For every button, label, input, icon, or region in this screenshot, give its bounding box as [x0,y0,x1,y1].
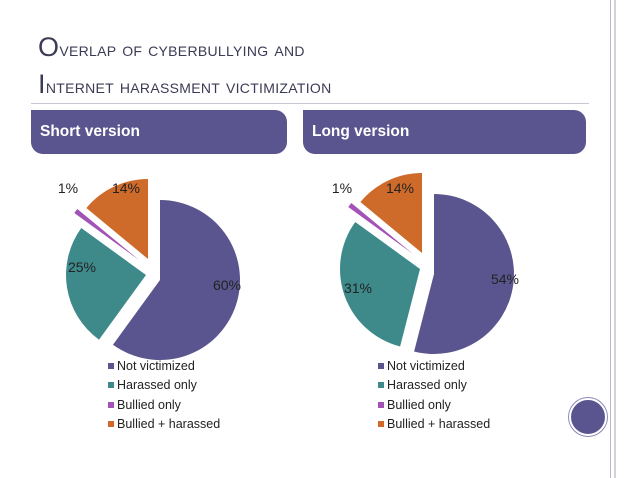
legend-swatch [378,401,384,408]
legend-label: Not victimized [117,358,195,373]
legend-label: Bullied + harassed [387,417,491,432]
legend-label: Harassed only [117,378,197,393]
chart-header-long: Long version [303,110,586,154]
slice-bullied-only-label: 1% [58,180,78,196]
slice-bullied-harassed [86,179,148,259]
legend-swatch [108,382,114,389]
legend-item: Harassed only [108,376,220,396]
title-divider [31,103,589,104]
legend-item: Bullied only [108,395,220,415]
legend-swatch [378,382,384,389]
slice-bullied-only [74,209,139,260]
legend-swatch [108,421,114,428]
pie-chart-short: 60% 25% 1% 14% [58,179,241,360]
legend-label: Bullied + harassed [117,417,221,432]
slice-harassed-only-label: 25% [68,259,96,275]
legend-label: Not victimized [387,358,465,373]
legend-label: Bullied only [117,397,181,412]
slice-bullied-harassed-label: 14% [112,180,140,196]
slice-harassed-only [340,221,420,347]
slice-bullied-only-label: 1% [332,180,352,196]
legend-swatch [378,362,384,369]
legend-item: Bullied + harassed [108,415,220,435]
slide-title-line-2: Internet harassment victimization [38,69,332,99]
legend-item: Bullied only [378,395,490,415]
legend-item: Not victimized [108,356,220,376]
legend-swatch [108,362,114,369]
chart-header-short: Short version [31,110,287,154]
legend-label: Bullied only [387,397,451,412]
legend-swatch [378,421,384,428]
slide-title: Overlap of cyberbullying and Internet ha… [38,30,598,104]
legend-label: Harassed only [387,378,467,393]
legend-swatch [108,401,114,408]
legend-short: Not victimized Harassed only Bullied onl… [108,356,220,434]
pie-chart-long: 54% 31% 1% 14% [332,173,519,354]
right-border-line [610,0,611,478]
slide-title-line-1: Overlap of cyberbullying and [38,32,305,62]
decorative-circle [569,398,607,436]
slice-harassed-only [66,227,146,340]
slice-not-victimized-label: 54% [491,271,519,287]
legend-long: Not victimized Harassed only Bullied onl… [378,356,490,434]
legend-item: Harassed only [378,376,490,396]
slice-not-victimized [112,200,241,360]
slice-bullied-only [348,203,413,254]
right-border-line-outer [614,0,616,478]
slice-bullied-harassed [360,173,422,253]
legend-item: Bullied + harassed [378,415,490,435]
legend-item: Not victimized [378,356,490,376]
slice-harassed-only-label: 31% [344,280,372,296]
slice-not-victimized [414,194,514,354]
slice-not-victimized-label: 60% [213,277,241,293]
slice-bullied-harassed-label: 14% [386,180,414,196]
